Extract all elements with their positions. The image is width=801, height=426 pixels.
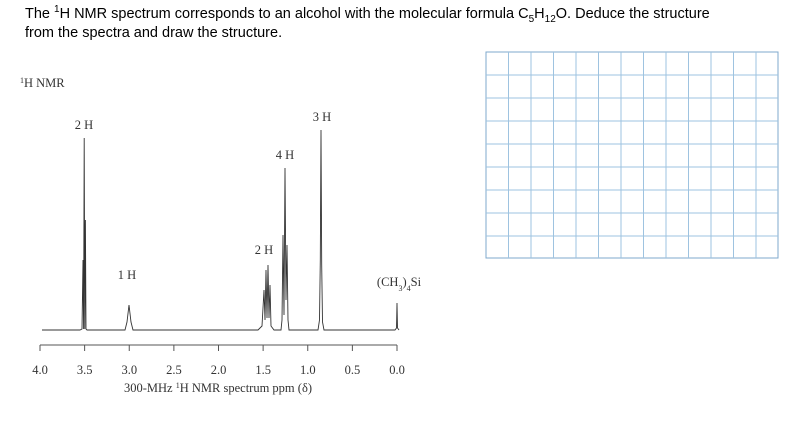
spectrum-title: 1H NMR [20,76,65,91]
tick-label: 1.5 [255,363,271,377]
tick-label: 4.0 [32,363,48,377]
question-text: 5 [528,13,535,25]
peak-label: 3 H [313,110,331,124]
text-part: H NMR spectrum ppm (δ) [180,381,312,395]
tick-label: 2.0 [211,363,227,377]
question-text: 12 [544,13,556,25]
text-part: 1 [20,76,24,85]
tick-label: 1.0 [300,363,316,377]
tick-label: 3.5 [77,363,93,377]
peak-label: 4 H [276,148,294,162]
text-part: 3 [398,284,402,293]
text-part: 4 [407,284,411,293]
peak-label: 2 H [75,118,93,132]
tick-label: 3.0 [121,363,137,377]
answer-grid [485,51,779,259]
reference-label: (CH3)4Si [377,275,422,293]
text-part: ) [402,275,406,289]
question: The 1H NMR spectrum corresponds to an al… [25,5,710,43]
peak-label: 1 H [118,268,136,282]
text-part: (CH [377,275,399,289]
text-part: 1 [176,381,180,390]
tick-label: 0.5 [345,363,361,377]
question-text: O. Deduce the structure [555,6,710,22]
spectrum-caption: 300-MHz 1H NMR spectrum ppm (δ) [124,381,312,396]
text-part: 300-MHz [124,381,176,395]
tick-label: 2.5 [166,363,182,377]
text-part: Si [411,275,422,289]
question-text: 1 [54,4,60,16]
text-part: H NMR [24,76,65,90]
question-line: The 1H NMR spectrum corresponds to an al… [25,4,710,25]
question-text: H NMR spectrum corresponds to an alcohol… [59,6,529,22]
question-line: from the spectra and draw the structure. [25,24,710,43]
tick-label: 0.0 [389,363,405,377]
peak-label: 2 H [255,243,273,257]
question-text: H [534,6,545,22]
spectrum-trace [42,129,400,331]
question-text: The [25,6,55,22]
question-text: from the spectra and draw the structure. [25,25,283,41]
